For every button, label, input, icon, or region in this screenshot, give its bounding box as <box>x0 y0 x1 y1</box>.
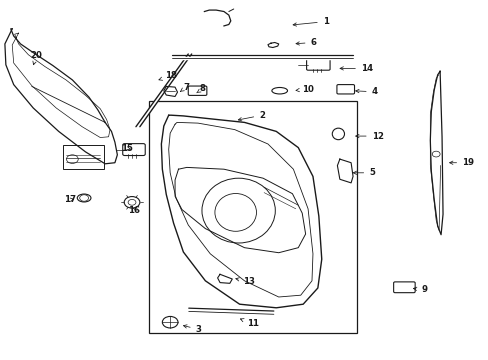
FancyBboxPatch shape <box>188 86 206 95</box>
Text: 16: 16 <box>128 206 140 215</box>
Text: 11: 11 <box>240 319 259 328</box>
Text: 20: 20 <box>30 51 42 65</box>
FancyBboxPatch shape <box>306 59 329 70</box>
Text: 9: 9 <box>412 285 427 294</box>
Text: 10: 10 <box>295 85 313 94</box>
Bar <box>62 145 104 169</box>
FancyBboxPatch shape <box>393 282 414 293</box>
Text: 4: 4 <box>355 87 377 96</box>
Text: 12: 12 <box>355 132 383 140</box>
Ellipse shape <box>331 128 344 140</box>
Text: 7: 7 <box>180 83 189 91</box>
Text: 5: 5 <box>352 168 374 177</box>
Text: 3: 3 <box>183 325 201 334</box>
Text: 2: 2 <box>238 111 264 121</box>
Text: 14: 14 <box>339 64 372 73</box>
Text: 6: 6 <box>295 38 316 47</box>
Text: 18: 18 <box>159 71 177 80</box>
Ellipse shape <box>271 87 287 94</box>
Text: 19: 19 <box>448 158 473 167</box>
FancyBboxPatch shape <box>122 144 145 156</box>
Text: 1: 1 <box>292 17 328 26</box>
Bar <box>149 101 356 333</box>
Text: 17: 17 <box>63 195 76 204</box>
FancyBboxPatch shape <box>336 85 354 94</box>
Text: 8: 8 <box>196 85 205 94</box>
Text: 13: 13 <box>235 277 255 286</box>
Text: 15: 15 <box>121 144 133 153</box>
Ellipse shape <box>77 194 91 202</box>
